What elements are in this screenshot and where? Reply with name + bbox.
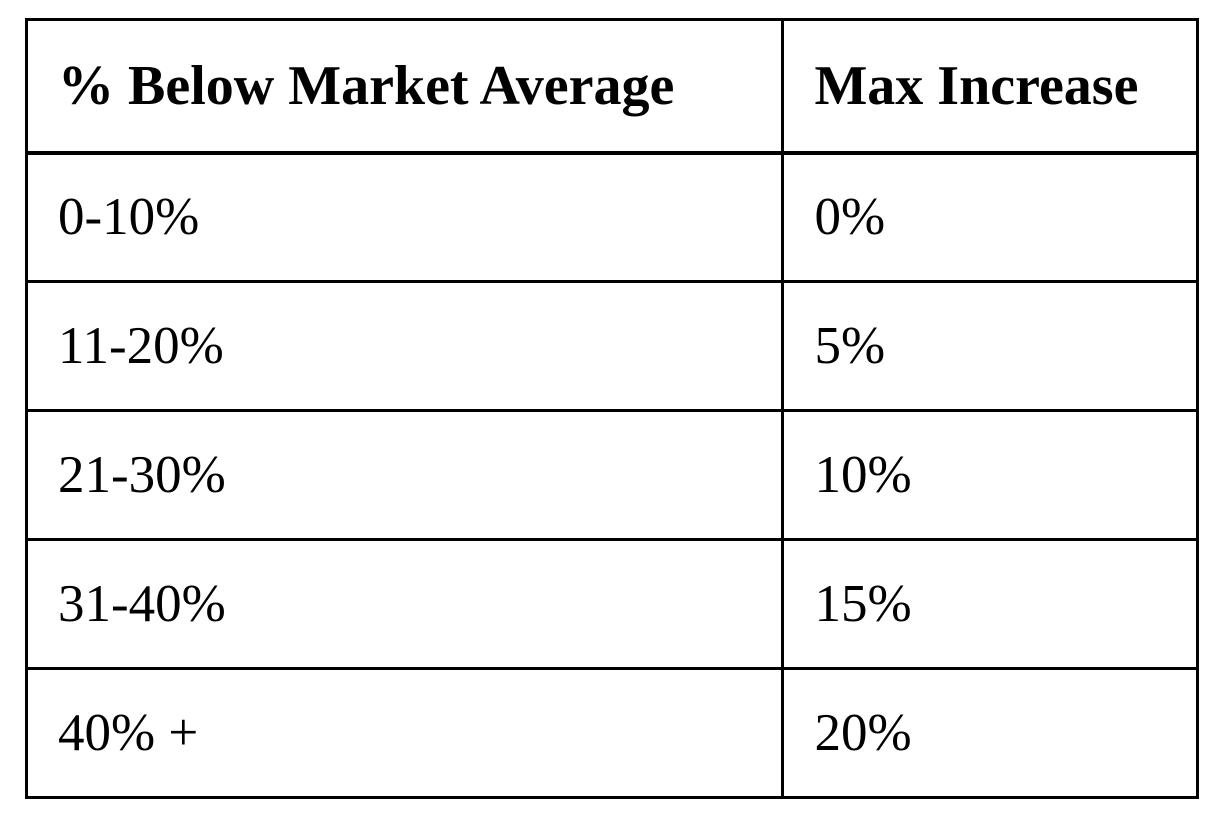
- rate-increase-table: % Below Market Average Max Increase 0-10…: [24, 18, 1199, 799]
- table-row: 31-40% 15%: [24, 538, 1199, 670]
- cell-max-increase: 20%: [781, 667, 1199, 799]
- cell-below-market: 31-40%: [24, 538, 785, 670]
- cell-below-market: 11-20%: [24, 280, 785, 412]
- header-row: % Below Market Average Max Increase: [24, 18, 1199, 155]
- table-row: 40% + 20%: [24, 667, 1199, 799]
- cell-max-increase: 0%: [781, 151, 1199, 283]
- cell-below-market: 40% +: [24, 667, 785, 799]
- table-row: 0-10% 0%: [24, 151, 1199, 283]
- cell-below-market: 0-10%: [24, 151, 785, 283]
- table-row: 21-30% 10%: [24, 409, 1199, 541]
- column-header-below-market-average: % Below Market Average: [24, 18, 785, 155]
- column-header-max-increase: Max Increase: [781, 18, 1199, 155]
- cell-max-increase: 10%: [781, 409, 1199, 541]
- cell-below-market: 21-30%: [24, 409, 785, 541]
- cell-max-increase: 5%: [781, 280, 1199, 412]
- table-row: 11-20% 5%: [24, 280, 1199, 412]
- cell-max-increase: 15%: [781, 538, 1199, 670]
